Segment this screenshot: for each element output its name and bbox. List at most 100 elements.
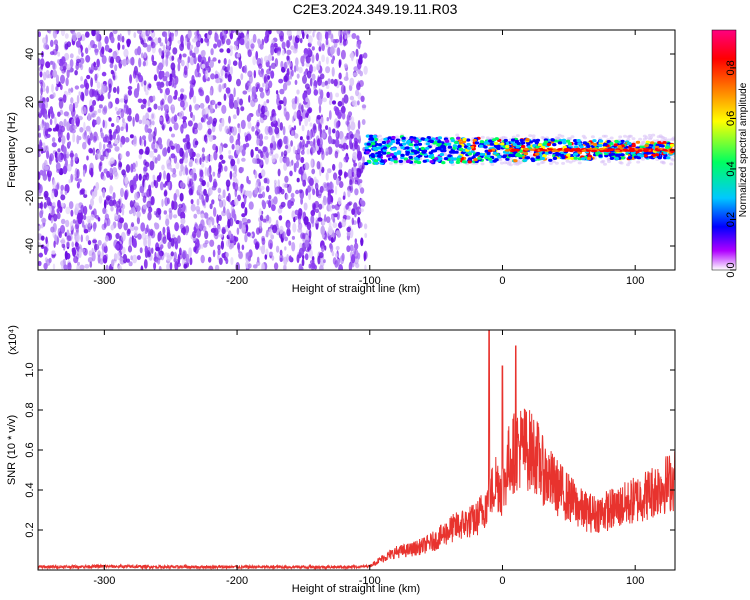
noise-cell — [173, 257, 177, 263]
noise-cell — [362, 156, 365, 164]
noise-cell — [335, 177, 340, 186]
noise-cell — [243, 35, 248, 44]
noise-cell — [50, 226, 55, 233]
colorbar-label: Normalized spectral amplitude — [738, 82, 749, 217]
noise-cell — [125, 164, 131, 173]
noise-cell — [172, 214, 178, 219]
band-peak-cell — [609, 148, 615, 151]
band-cell — [592, 139, 597, 143]
noise-cell — [327, 195, 331, 205]
noise-cell — [214, 78, 221, 84]
noise-cell — [355, 89, 359, 97]
noise-cell — [309, 77, 313, 87]
band-peak-cell — [626, 149, 632, 152]
noise-cell — [114, 106, 118, 111]
noise-cell — [166, 40, 170, 46]
noise-cell — [275, 90, 279, 95]
band-fringe-cell — [455, 133, 460, 137]
noise-cell — [271, 255, 275, 261]
band-cell — [523, 152, 529, 156]
noise-cell — [247, 263, 252, 269]
band-fringe-cell — [603, 134, 608, 138]
noise-cell — [352, 151, 358, 161]
band-cell — [650, 141, 655, 145]
noise-cell — [112, 30, 118, 35]
noise-cell — [152, 174, 156, 180]
noise-cell — [140, 104, 145, 110]
noise-cell — [103, 222, 107, 229]
noise-cell — [71, 241, 74, 248]
noise-cell — [321, 81, 326, 88]
noise-cell — [148, 36, 152, 41]
noise-cell — [307, 176, 312, 184]
noise-cell — [185, 134, 190, 140]
noise-cell — [303, 202, 308, 211]
noise-cell — [301, 124, 305, 132]
noise-cell — [104, 36, 109, 45]
noise-cell — [72, 133, 76, 143]
noise-cell — [117, 265, 122, 270]
band-fringe-cell — [561, 161, 566, 165]
noise-cell — [315, 208, 320, 213]
noise-cell — [184, 157, 188, 164]
band-fringe-cell — [508, 163, 513, 167]
noise-cell — [70, 97, 74, 104]
noise-cell — [126, 228, 131, 235]
band-fringe-cell — [618, 161, 623, 164]
noise-cell — [253, 158, 258, 165]
noise-cell — [65, 219, 70, 228]
noise-cell — [69, 59, 74, 68]
noise-cell — [195, 157, 200, 166]
noise-cell — [206, 154, 210, 161]
noise-cell — [256, 138, 260, 146]
chart-title: C2E3.2024.349.19.11.R03 — [293, 1, 458, 17]
noise-cell — [142, 135, 146, 141]
noise-cell — [154, 180, 159, 189]
noise-cell — [132, 116, 135, 127]
noise-cell — [166, 51, 171, 56]
noise-cell — [112, 87, 117, 93]
band-cell — [400, 153, 405, 157]
noise-cell — [54, 117, 57, 126]
noise-cell — [82, 169, 86, 177]
noise-cell — [67, 163, 72, 172]
band-cell — [388, 142, 393, 146]
band-cell — [614, 139, 619, 144]
noise-cell — [38, 113, 42, 118]
noise-cell — [50, 217, 54, 224]
band-cell — [595, 151, 600, 155]
noise-cell — [302, 75, 307, 84]
band-cell — [540, 156, 545, 161]
noise-cell — [137, 233, 142, 240]
noise-cell — [226, 48, 231, 54]
noise-cell — [153, 103, 158, 110]
noise-cell — [315, 52, 319, 62]
noise-cell — [296, 73, 300, 79]
noise-cell — [68, 103, 73, 112]
noise-cell — [117, 160, 122, 171]
noise-cell — [357, 41, 361, 50]
noise-cell — [282, 82, 288, 91]
noise-cell — [207, 128, 212, 135]
noise-cell — [78, 91, 81, 96]
noise-cell — [268, 194, 272, 200]
noise-cell — [257, 149, 262, 154]
band-cell — [396, 150, 402, 154]
noise-cell — [64, 33, 69, 39]
noise-cell — [206, 181, 210, 188]
band-cell — [666, 156, 671, 160]
noise-cell — [226, 38, 231, 46]
noise-cell — [307, 35, 313, 44]
noise-cell — [361, 119, 366, 125]
noise-cell — [247, 180, 251, 185]
band-fringe-cell — [568, 137, 573, 141]
noise-cell — [338, 161, 342, 171]
noise-cell — [141, 39, 145, 45]
noise-cell — [120, 231, 126, 242]
band-cell — [537, 143, 543, 147]
noise-cell — [61, 135, 66, 145]
noise-cell — [93, 65, 98, 71]
noise-cell — [181, 151, 185, 161]
noise-cell — [304, 143, 309, 148]
noise-cell — [196, 239, 200, 249]
